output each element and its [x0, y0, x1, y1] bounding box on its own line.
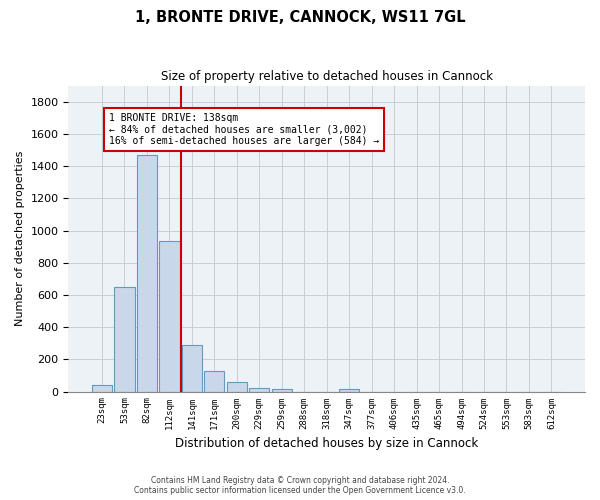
Bar — [204, 372, 224, 392]
Y-axis label: Number of detached properties: Number of detached properties — [15, 151, 25, 326]
X-axis label: Distribution of detached houses by size in Cannock: Distribution of detached houses by size … — [175, 437, 478, 450]
Bar — [159, 241, 179, 392]
Text: Contains HM Land Registry data © Crown copyright and database right 2024.
Contai: Contains HM Land Registry data © Crown c… — [134, 476, 466, 495]
Bar — [272, 390, 292, 392]
Bar — [115, 287, 134, 392]
Text: 1 BRONTE DRIVE: 138sqm
← 84% of detached houses are smaller (3,002)
16% of semi-: 1 BRONTE DRIVE: 138sqm ← 84% of detached… — [109, 113, 379, 146]
Bar — [249, 388, 269, 392]
Bar — [227, 382, 247, 392]
Title: Size of property relative to detached houses in Cannock: Size of property relative to detached ho… — [161, 70, 493, 83]
Text: 1, BRONTE DRIVE, CANNOCK, WS11 7GL: 1, BRONTE DRIVE, CANNOCK, WS11 7GL — [134, 10, 466, 25]
Bar — [182, 345, 202, 392]
Bar — [137, 155, 157, 392]
Bar — [339, 390, 359, 392]
Bar — [92, 386, 112, 392]
